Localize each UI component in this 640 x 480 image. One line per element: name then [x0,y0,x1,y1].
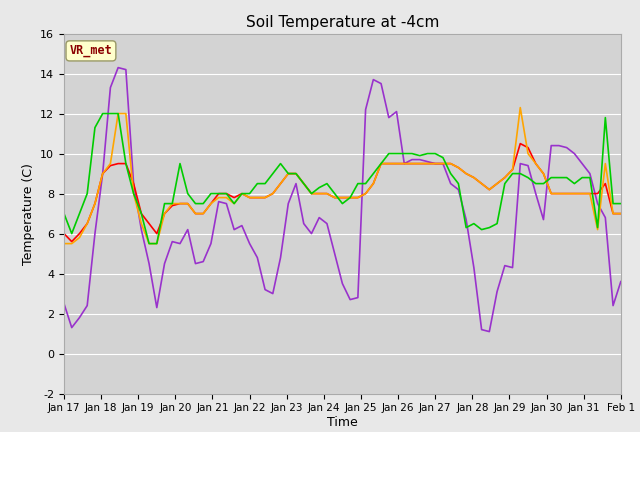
Tsoil set 2 [547,191,555,196]
Tsoil set 3 [555,175,563,180]
Tsoil set 1 [191,211,199,216]
Tsoil set 1 [540,171,547,177]
Tsoil set 3 [60,211,68,216]
Tsoil set 2 [184,201,191,206]
Title: Soil Temperature at -4cm: Soil Temperature at -4cm [246,15,439,30]
Tair [346,297,354,302]
Tsoil set 1 [60,231,68,237]
Tsoil set 2 [516,105,524,110]
Tsoil set 1 [516,141,524,146]
Text: VR_met: VR_met [70,44,112,58]
Tair [486,329,493,335]
Tair [579,161,586,167]
Tsoil set 1 [253,195,261,201]
Tsoil set 3 [617,201,625,206]
Tsoil set 3 [200,201,207,206]
Legend: Tair, Tsoil set 1, Tsoil set 2, Tsoil set 3: Tair, Tsoil set 1, Tsoil set 2, Tsoil se… [156,479,529,480]
Tsoil set 1 [346,195,354,201]
Tair [115,65,122,71]
Tair [555,143,563,148]
Tsoil set 1 [617,211,625,216]
Tair [60,300,68,306]
Tsoil set 2 [246,195,253,201]
X-axis label: Time: Time [327,416,358,429]
Tair [617,279,625,285]
Tsoil set 3 [579,175,586,180]
Tsoil set 2 [532,161,540,167]
Tsoil set 3 [540,180,547,186]
Tsoil set 1 [579,191,586,196]
Line: Tair: Tair [64,68,621,332]
Tsoil set 2 [571,191,579,196]
Y-axis label: Temperature (C): Temperature (C) [22,163,35,264]
Line: Tsoil set 2: Tsoil set 2 [64,108,621,243]
Tsoil set 1 [68,239,76,244]
Line: Tsoil set 3: Tsoil set 3 [64,114,621,243]
Tsoil set 2 [339,195,346,201]
Tair [191,261,199,266]
Tsoil set 1 [555,191,563,196]
Tair [253,255,261,261]
Tsoil set 3 [354,180,362,186]
Tsoil set 3 [99,111,106,117]
Tsoil set 2 [617,211,625,216]
Tsoil set 3 [261,180,269,186]
Tsoil set 2 [60,240,68,247]
Tair [540,216,547,222]
Tsoil set 3 [145,240,153,247]
Line: Tsoil set 1: Tsoil set 1 [64,144,621,241]
